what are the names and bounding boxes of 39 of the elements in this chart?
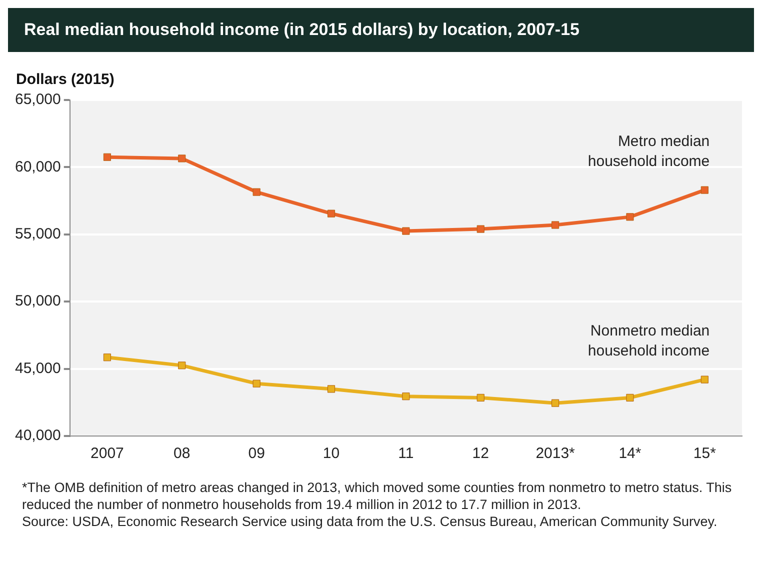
y-tick-label: 40,000 bbox=[14, 427, 61, 444]
point bbox=[552, 221, 560, 229]
point bbox=[402, 227, 410, 235]
y-axis-title: Dollars (2015) bbox=[16, 71, 114, 88]
point bbox=[178, 362, 186, 370]
y-tick-label: 55,000 bbox=[14, 226, 61, 243]
x-tick-label: 2013* bbox=[536, 445, 576, 462]
series-label: Nonmetro median household income bbox=[588, 322, 710, 360]
point bbox=[252, 380, 260, 388]
x-tick-label: 14* bbox=[618, 445, 642, 462]
point bbox=[103, 153, 112, 161]
x-tick-label: 2007 bbox=[90, 445, 124, 462]
chart-title: Real median household income (in 2015 dollars) by location, 2007-15 bbox=[8, 8, 754, 52]
point bbox=[327, 385, 336, 393]
point bbox=[476, 225, 484, 233]
point bbox=[252, 188, 260, 196]
point bbox=[700, 186, 708, 194]
source-note: Source: USDA, Economic Research Service using data from the U.S. Census Bureau, American Community Survey. bbox=[22, 514, 718, 531]
y-tick-label: 50,000 bbox=[14, 292, 61, 310]
point bbox=[476, 394, 484, 402]
x-tick-label: 12 bbox=[472, 445, 489, 462]
point bbox=[178, 154, 186, 162]
y-tick-label: 45,000 bbox=[14, 360, 61, 377]
point bbox=[327, 210, 336, 218]
text: *The OMB definition of metro areas changed in 2013, which moved some counties from nonmetro to metro status. This reduced the number of nonmetro households from 19.4 million in 2012 to 17.7 million in 2013. bbox=[22, 480, 733, 514]
x-tick-label: 15* bbox=[693, 445, 716, 462]
x-tick-label: 09 bbox=[248, 445, 265, 462]
point bbox=[700, 376, 708, 384]
y-tick-label: 65,000 bbox=[14, 91, 61, 108]
x-tick-label: 08 bbox=[174, 445, 190, 462]
point bbox=[103, 354, 112, 362]
point bbox=[552, 399, 560, 407]
x-tick-label: 10 bbox=[322, 445, 340, 462]
point bbox=[402, 392, 410, 400]
x-tick-label: 11 bbox=[398, 445, 414, 462]
y-tick-label: 60,000 bbox=[14, 158, 61, 176]
series-label: Metro median household income bbox=[588, 133, 710, 170]
point bbox=[626, 394, 634, 402]
point bbox=[626, 213, 634, 221]
